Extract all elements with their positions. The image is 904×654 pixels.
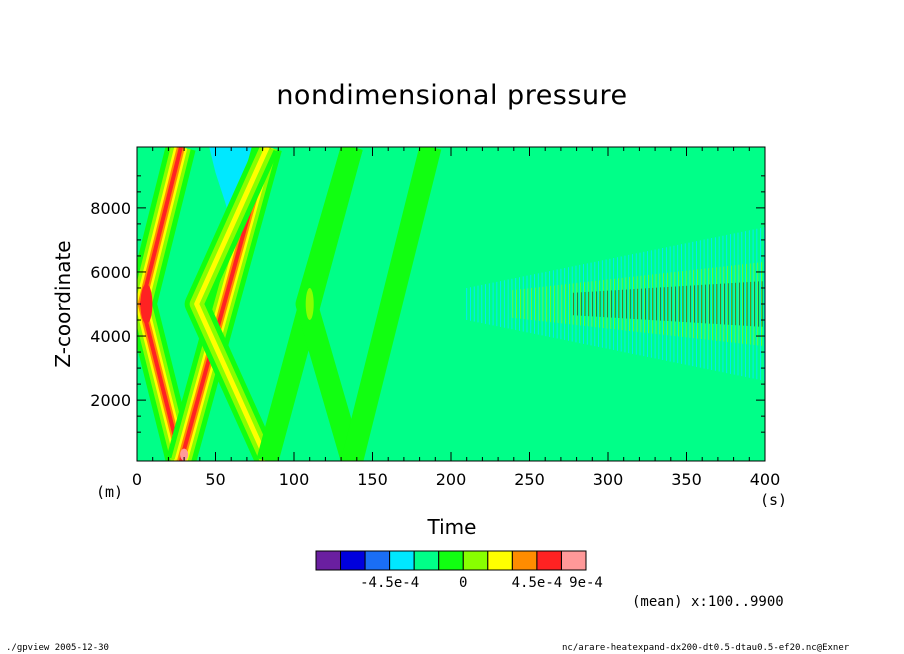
colorbar-tick-label: 0	[459, 575, 467, 591]
footer-left: ./gpview 2005-12-30	[6, 643, 109, 653]
pressure-wave-band	[184, 147, 279, 461]
x-tick-label: 350	[671, 470, 702, 489]
pressure-wave-band	[341, 147, 442, 461]
x-tick-label: 0	[132, 470, 142, 489]
y-tick-label: 2000	[90, 391, 131, 410]
colorbar-tick-label: -4.5e-4	[360, 575, 419, 591]
y-tick-label: 8000	[90, 199, 131, 218]
colorbar-box	[438, 550, 464, 571]
x-axis-label: Time	[427, 515, 477, 539]
colorbar-box	[511, 550, 538, 571]
colorbar-box	[413, 550, 440, 571]
colorbar-box	[340, 550, 366, 571]
colorbar-box	[364, 550, 391, 571]
chart-title: nondimensional pressure	[276, 80, 627, 111]
colorbar-box	[389, 550, 415, 571]
colorbar-box	[560, 550, 587, 571]
x-tick-label: 50	[205, 470, 225, 489]
y-axis-label: Z-coordinate	[51, 240, 75, 367]
x-tick-label: 200	[436, 470, 467, 489]
y-axis-ticks: 2000 4000 6000 8000	[90, 175, 765, 433]
colorbar-box	[536, 550, 562, 571]
plot-area	[137, 147, 765, 461]
x-axis-ticks: 0 50 100 150 200 250 300 350 400	[132, 147, 780, 489]
footer-right: nc/arare-heatexpand-dx200-dt0.5-dtau0.5-…	[562, 643, 850, 653]
peak-patch	[305, 288, 314, 320]
colorbar: -4.5e-4 0 4.5e-4 9e-4	[315, 550, 603, 591]
oscillation-region	[466, 227, 765, 381]
mean-note: (mean) x:100..9900	[632, 594, 784, 610]
x-tick-label: 300	[593, 470, 624, 489]
colorbar-box	[487, 550, 513, 571]
colorbar-box	[462, 550, 489, 571]
y-axis-unit: (m)	[96, 483, 123, 501]
colorbar-tick-label: 4.5e-4	[512, 575, 563, 591]
peak-patch	[140, 284, 153, 324]
x-tick-label: 400	[750, 470, 781, 489]
x-tick-label: 250	[514, 470, 545, 489]
x-tick-label: 100	[279, 470, 310, 489]
contour-band	[194, 147, 270, 461]
colorbar-tick-label: 9e-4	[569, 575, 603, 591]
x-axis-unit: (s)	[760, 491, 787, 509]
contour-band	[341, 147, 442, 461]
colorbar-box	[315, 550, 342, 571]
y-tick-label: 4000	[90, 327, 131, 346]
peak-patch	[180, 448, 189, 461]
x-tick-label: 150	[357, 470, 388, 489]
y-tick-label: 6000	[90, 263, 131, 282]
